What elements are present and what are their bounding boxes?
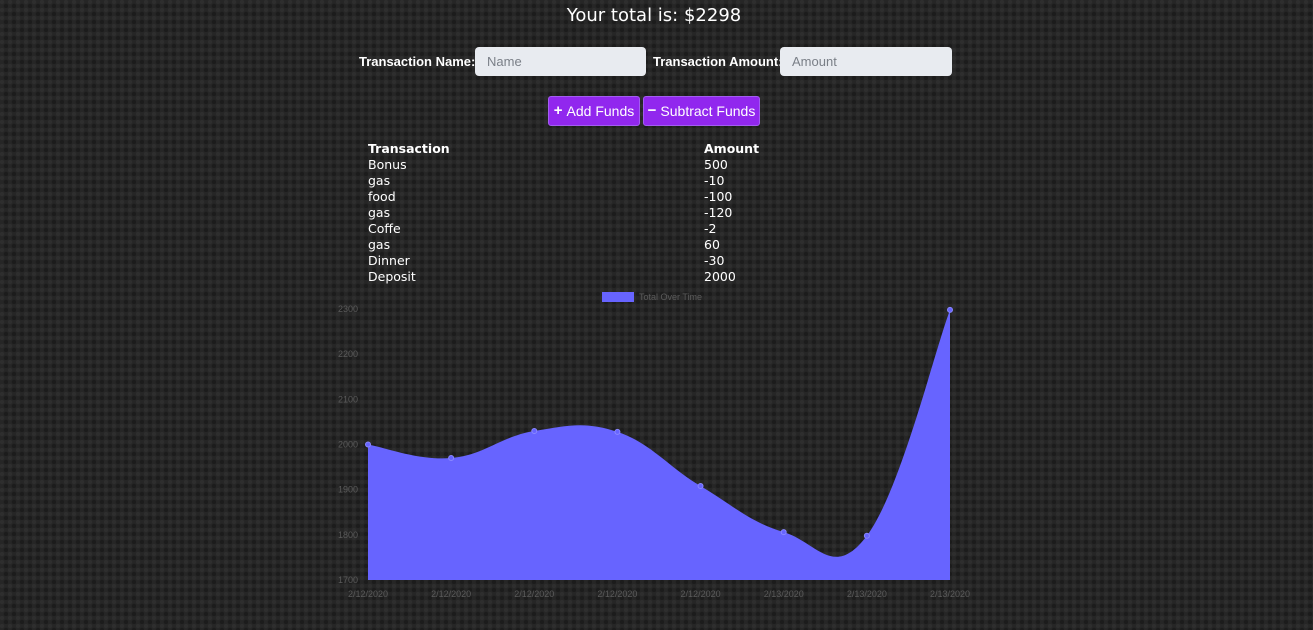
- transaction-amount-cell: -2: [704, 221, 717, 236]
- table-header-row: Transaction Amount: [366, 141, 946, 157]
- table-row: Dinner -30: [366, 253, 946, 269]
- table-row: gas 60: [366, 237, 946, 253]
- subtract-funds-button[interactable]: − Subtract Funds: [643, 96, 760, 126]
- transaction-amount-cell: 60: [704, 237, 720, 252]
- transaction-amount-cell: -120: [704, 205, 733, 220]
- x-tick-label: 2/13/2020: [764, 589, 804, 599]
- transaction-amount-cell: -10: [704, 173, 725, 188]
- transaction-amount-cell: 2000: [704, 269, 736, 284]
- x-tick-label: 2/12/2020: [597, 589, 637, 599]
- plus-icon: +: [553, 102, 563, 119]
- table-row: Deposit 2000: [366, 269, 946, 285]
- transaction-name-cell: gas: [368, 173, 391, 188]
- transaction-name-cell: Deposit: [368, 269, 416, 284]
- x-tick-label: 2/13/2020: [847, 589, 887, 599]
- x-tick-label: 2/12/2020: [348, 589, 388, 599]
- x-tick-label: 2/12/2020: [681, 589, 721, 599]
- add-funds-button[interactable]: + Add Funds: [548, 96, 640, 126]
- subtract-funds-label: Subtract Funds: [660, 103, 756, 119]
- table-row: gas -10: [366, 173, 946, 189]
- y-tick-label: 2300: [338, 304, 358, 314]
- transaction-amount-input[interactable]: [780, 47, 952, 76]
- minus-icon: −: [647, 102, 657, 119]
- total-heading: Your total is: $2298: [566, 5, 742, 26]
- transaction-form: Transaction Name: Transaction Amount:: [0, 47, 1313, 76]
- x-tick-label: 2/12/2020: [514, 589, 554, 599]
- transaction-name-cell: food: [368, 189, 396, 204]
- x-tick-label: 2/13/2020: [930, 589, 970, 599]
- y-tick-label: 2000: [338, 440, 358, 450]
- add-funds-label: Add Funds: [566, 103, 635, 119]
- data-point-6: [863, 532, 870, 539]
- transaction-amount-label: Transaction Amount:: [653, 54, 783, 69]
- transaction-name-cell: Coffe: [368, 221, 401, 236]
- table-row: Coffe -2: [366, 221, 946, 237]
- y-tick-label: 1800: [338, 530, 358, 540]
- data-point-0: [365, 441, 371, 448]
- data-point-7: [947, 306, 953, 313]
- legend-label: Total Over Time: [639, 292, 702, 302]
- y-tick-label: 1700: [338, 575, 358, 585]
- data-point-5: [780, 529, 787, 536]
- data-point-3: [614, 428, 621, 435]
- y-tick-label: 2200: [338, 349, 358, 359]
- transactions-table: Transaction Amount Bonus 500 gas -10 food -10…: [366, 141, 946, 285]
- legend-swatch: [602, 292, 634, 302]
- data-point-2: [531, 427, 538, 434]
- table-row: gas -120: [366, 205, 946, 221]
- data-point-1: [448, 455, 455, 462]
- transaction-name-cell: gas: [368, 237, 391, 252]
- transaction-name-cell: Dinner: [368, 253, 410, 268]
- data-point-4: [697, 483, 704, 490]
- transaction-name-cell: gas: [368, 205, 391, 220]
- transaction-amount-cell: -100: [704, 189, 733, 204]
- table-row: food -100: [366, 189, 946, 205]
- column-header-transaction: Transaction: [368, 141, 450, 156]
- y-tick-label: 2100: [338, 394, 358, 404]
- x-tick-label: 2/12/2020: [431, 589, 471, 599]
- table-row: Bonus 500: [366, 157, 946, 173]
- transaction-name-cell: Bonus: [368, 157, 407, 172]
- series-area-total-over-time: [368, 309, 950, 580]
- transaction-amount-cell: -30: [704, 253, 725, 268]
- transaction-name-label: Transaction Name:: [359, 54, 476, 69]
- transaction-amount-cell: 500: [704, 157, 728, 172]
- column-header-amount: Amount: [704, 141, 760, 156]
- y-tick-label: 1900: [338, 485, 358, 495]
- transaction-name-input[interactable]: [475, 47, 646, 76]
